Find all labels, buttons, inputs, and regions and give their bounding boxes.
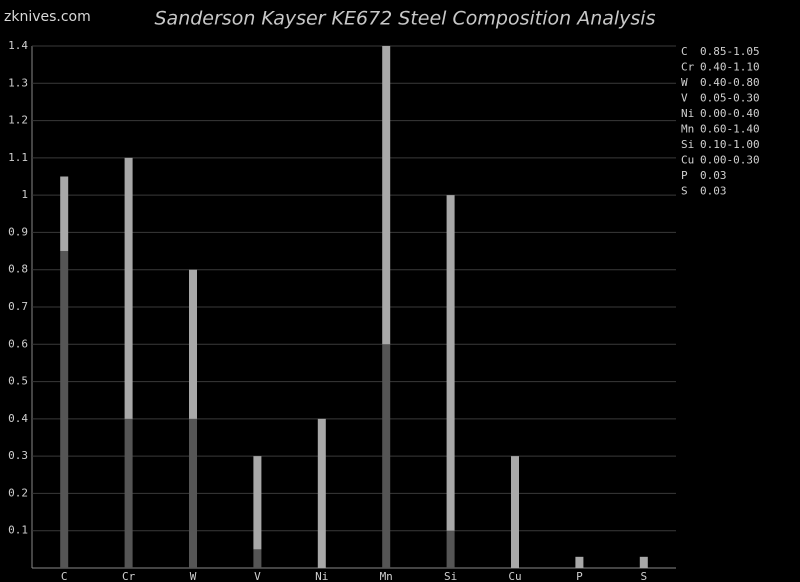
y-tick-label: 0.5: [8, 375, 28, 388]
min-bar: [124, 418, 133, 568]
y-tick-label: 0.1: [8, 524, 28, 537]
y-tick-label: 0.2: [8, 486, 28, 499]
y-tick-label: 1.4: [8, 39, 28, 52]
min-bar: [189, 418, 197, 568]
legend-name: Si: [681, 138, 694, 151]
legend-name: Cu: [681, 154, 694, 167]
min-bar: [382, 344, 391, 568]
range-bar: [446, 195, 455, 531]
range-bar: [253, 456, 262, 550]
y-tick-label: 1.3: [8, 76, 28, 89]
x-tick-label: V: [254, 570, 261, 582]
x-tick-label: Cu: [508, 570, 521, 582]
y-tick-label: 1.1: [8, 151, 28, 164]
range-bar: [60, 176, 69, 252]
legend-name: Mn: [681, 123, 694, 136]
legend-name: W: [681, 76, 688, 89]
y-tick-label: 0.8: [8, 263, 28, 276]
legend-name: S: [681, 185, 688, 198]
y-tick-label: 0.4: [8, 412, 28, 425]
legend-range: 0.03: [700, 169, 727, 182]
range-bar: [124, 157, 133, 419]
x-tick-label: Cr: [122, 570, 136, 582]
x-tick-label: Ni: [315, 570, 328, 582]
legend-range: 0.60-1.40: [700, 123, 760, 136]
range-bar: [575, 556, 584, 568]
x-tick-label: Mn: [380, 570, 393, 582]
range-bar: [382, 46, 391, 345]
x-tick-label: W: [190, 570, 197, 582]
legend-name: C: [681, 45, 688, 58]
y-tick-label: 1.2: [8, 114, 28, 127]
y-tick-label: 0.6: [8, 337, 28, 350]
watermark: zknives.com: [4, 9, 91, 25]
x-tick-label: S: [640, 570, 647, 582]
y-tick-label: 1: [21, 188, 28, 201]
legend-name: V: [681, 92, 688, 105]
range-bar: [639, 556, 648, 568]
legend-range: 0.40-1.10: [700, 61, 760, 74]
chart-title: Sanderson Kayser KE672 Steel Composition…: [155, 8, 656, 30]
legend-name: P: [681, 169, 688, 182]
legend-name: Ni: [681, 107, 694, 120]
min-bar: [60, 251, 69, 569]
range-bar: [511, 456, 519, 568]
legend-range: 0.00-0.40: [700, 107, 760, 120]
legend-range: 0.85-1.05: [700, 45, 760, 58]
x-tick-label: C: [61, 570, 68, 582]
y-tick-label: 0.7: [8, 300, 28, 313]
legend-name: Cr: [681, 61, 695, 74]
y-tick-label: 0.3: [8, 449, 28, 462]
min-bar: [253, 549, 262, 568]
legend-range: 0.10-1.00: [700, 138, 760, 151]
range-bar: [189, 269, 197, 419]
x-tick-label: P: [576, 570, 583, 582]
x-tick-label: Si: [444, 570, 457, 582]
legend-range: 0.03: [700, 185, 727, 198]
legend-range: 0.00-0.30: [700, 154, 760, 167]
range-bar: [317, 418, 326, 568]
min-bar: [446, 530, 455, 568]
y-tick-label: 0.9: [8, 225, 28, 238]
legend-range: 0.05-0.30: [700, 92, 760, 105]
legend-range: 0.40-0.80: [700, 76, 760, 89]
